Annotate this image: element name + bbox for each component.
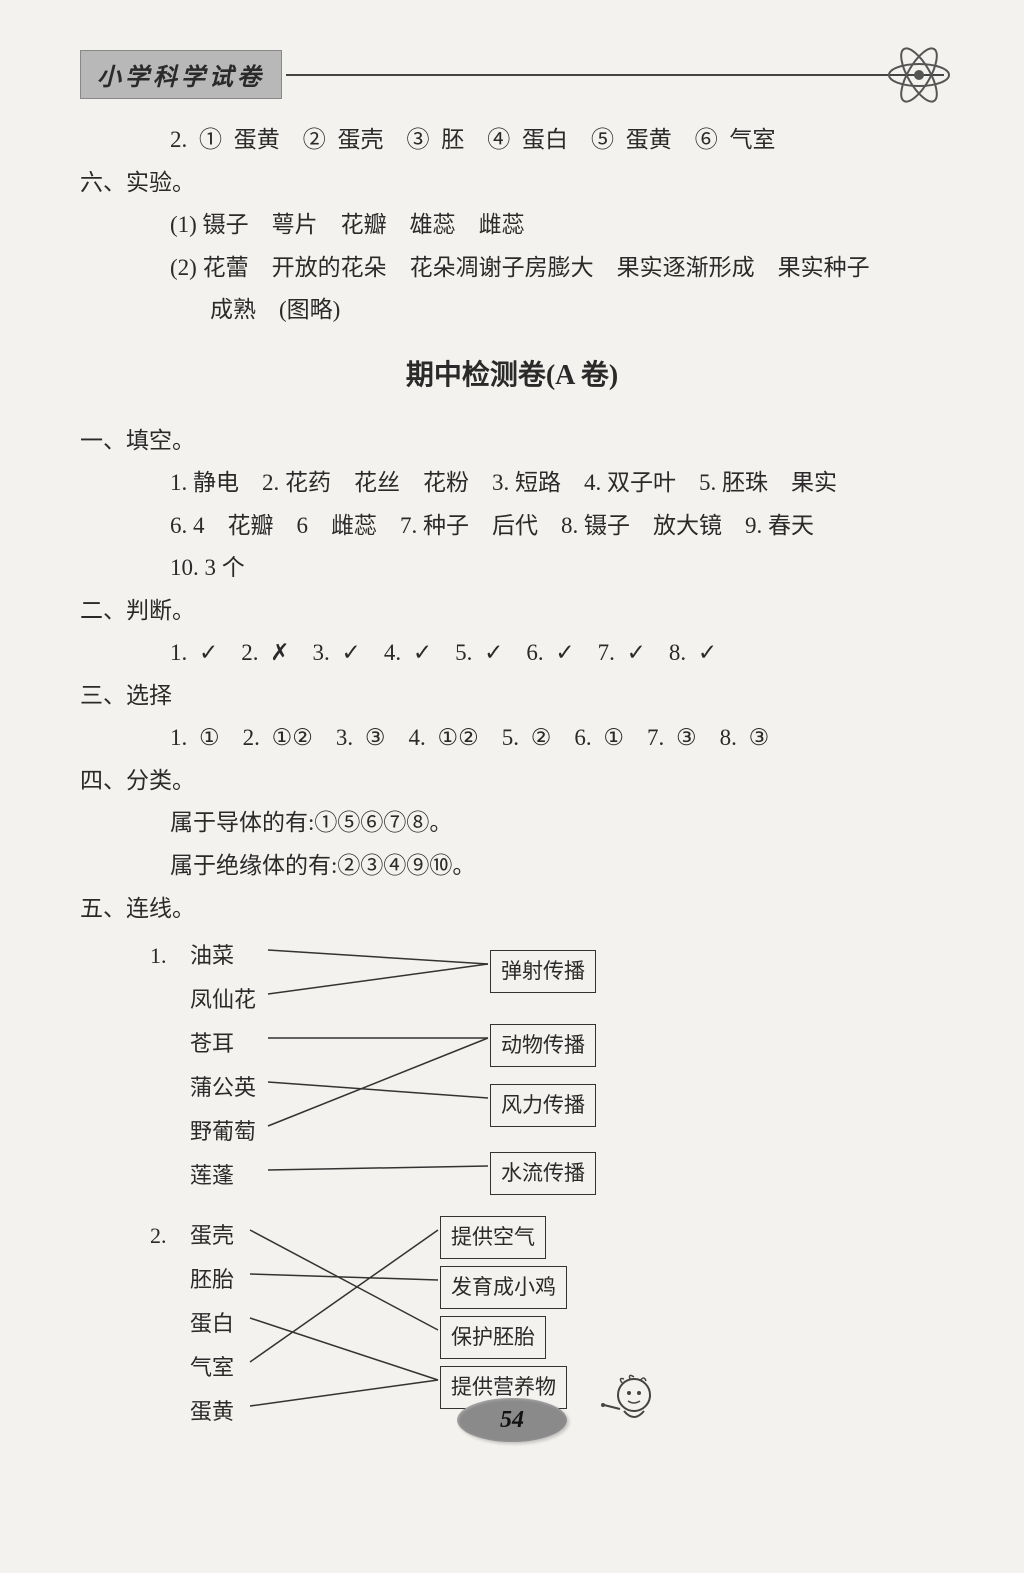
s4-l1: 属于导体的有:①⑤⑥⑦⑧。 <box>80 802 944 845</box>
match-right-item: 提供空气 <box>440 1216 546 1259</box>
match-left-item: 气室 <box>190 1348 234 1389</box>
matching-diagram-1: 1. 油菜凤仙花苍耳蒲公英野葡萄莲蓬弹射传播动物传播风力传播水流传播 <box>190 936 944 1192</box>
match-right-item: 发育成小鸡 <box>440 1266 567 1309</box>
match-right-item: 保护胚胎 <box>440 1316 546 1359</box>
q2-answers: 2. ① 蛋黄 ② 蛋壳 ③ 胚 ④ 蛋白 ⑤ 蛋黄 ⑥ 气室 <box>80 119 944 162</box>
header-badge: 小学科学试卷 <box>80 50 282 99</box>
match-right-item: 水流传播 <box>490 1152 596 1195</box>
match2-number: 2. <box>150 1216 167 1257</box>
match1-number: 1. <box>150 936 167 977</box>
header-rule <box>286 74 944 76</box>
s3-l1: 1. ① 2. ①② 3. ③ 4. ①② 5. ② 6. ① 7. ③ 8. … <box>80 717 944 760</box>
section-4-heading: 四、分类。 <box>80 760 944 803</box>
page-number-badge: 54 <box>457 1398 567 1442</box>
mascot-icon <box>594 1371 674 1446</box>
section-6-heading: 六、实验。 <box>80 162 944 205</box>
section-2-heading: 二、判断。 <box>80 590 944 633</box>
match-left-item: 胚胎 <box>190 1260 234 1301</box>
match-right-item: 风力传播 <box>490 1084 596 1127</box>
s4-l2: 属于绝缘体的有:②③④⑨⑩。 <box>80 845 944 888</box>
section-1-heading: 一、填空。 <box>80 420 944 463</box>
s1-l3: 10. 3 个 <box>80 547 944 590</box>
section-3-heading: 三、选择 <box>80 675 944 718</box>
section-5-heading: 五、连线。 <box>80 888 944 931</box>
match-right-item: 动物传播 <box>490 1024 596 1067</box>
match-left-item: 蛋黄 <box>190 1392 234 1433</box>
match-left-item: 凤仙花 <box>190 980 256 1021</box>
match-right-item: 弹射传播 <box>490 950 596 993</box>
s1-l1: 1. 静电 2. 花药 花丝 花粉 3. 短路 4. 双子叶 5. 胚珠 果实 <box>80 462 944 505</box>
match-left-item: 野葡萄 <box>190 1112 256 1153</box>
match-left-item: 油菜 <box>190 936 234 977</box>
matching-diagram-2: 2. 蛋壳胚胎蛋白气室蛋黄提供空气发育成小鸡保护胚胎提供营养物 <box>190 1216 944 1426</box>
match-left-item: 蛋白 <box>190 1304 234 1345</box>
q6-2a: (2) 花蕾 开放的花朵 花朵凋谢子房膨大 果实逐渐形成 果实种子 <box>80 247 944 290</box>
match-left-item: 莲蓬 <box>190 1156 234 1197</box>
s2-l1: 1. ✓ 2. ✗ 3. ✓ 4. ✓ 5. ✓ 6. ✓ 7. ✓ 8. ✓ <box>80 632 944 675</box>
match-left-item: 蒲公英 <box>190 1068 256 1109</box>
q6-1: (1) 镊子 萼片 花瓣 雄蕊 雌蕊 <box>80 204 944 247</box>
match-left-item: 蛋壳 <box>190 1216 234 1257</box>
s1-l2: 6. 4 花瓣 6 雌蕊 7. 种子 后代 8. 镊子 放大镜 9. 春天 <box>80 505 944 548</box>
q6-2b: 成熟 (图略) <box>80 289 944 332</box>
mid-title: 期中检测卷(A 卷) <box>80 350 944 402</box>
page-number: 54 <box>457 1398 567 1442</box>
atom-icon <box>884 40 954 115</box>
match-left-item: 苍耳 <box>190 1024 234 1065</box>
